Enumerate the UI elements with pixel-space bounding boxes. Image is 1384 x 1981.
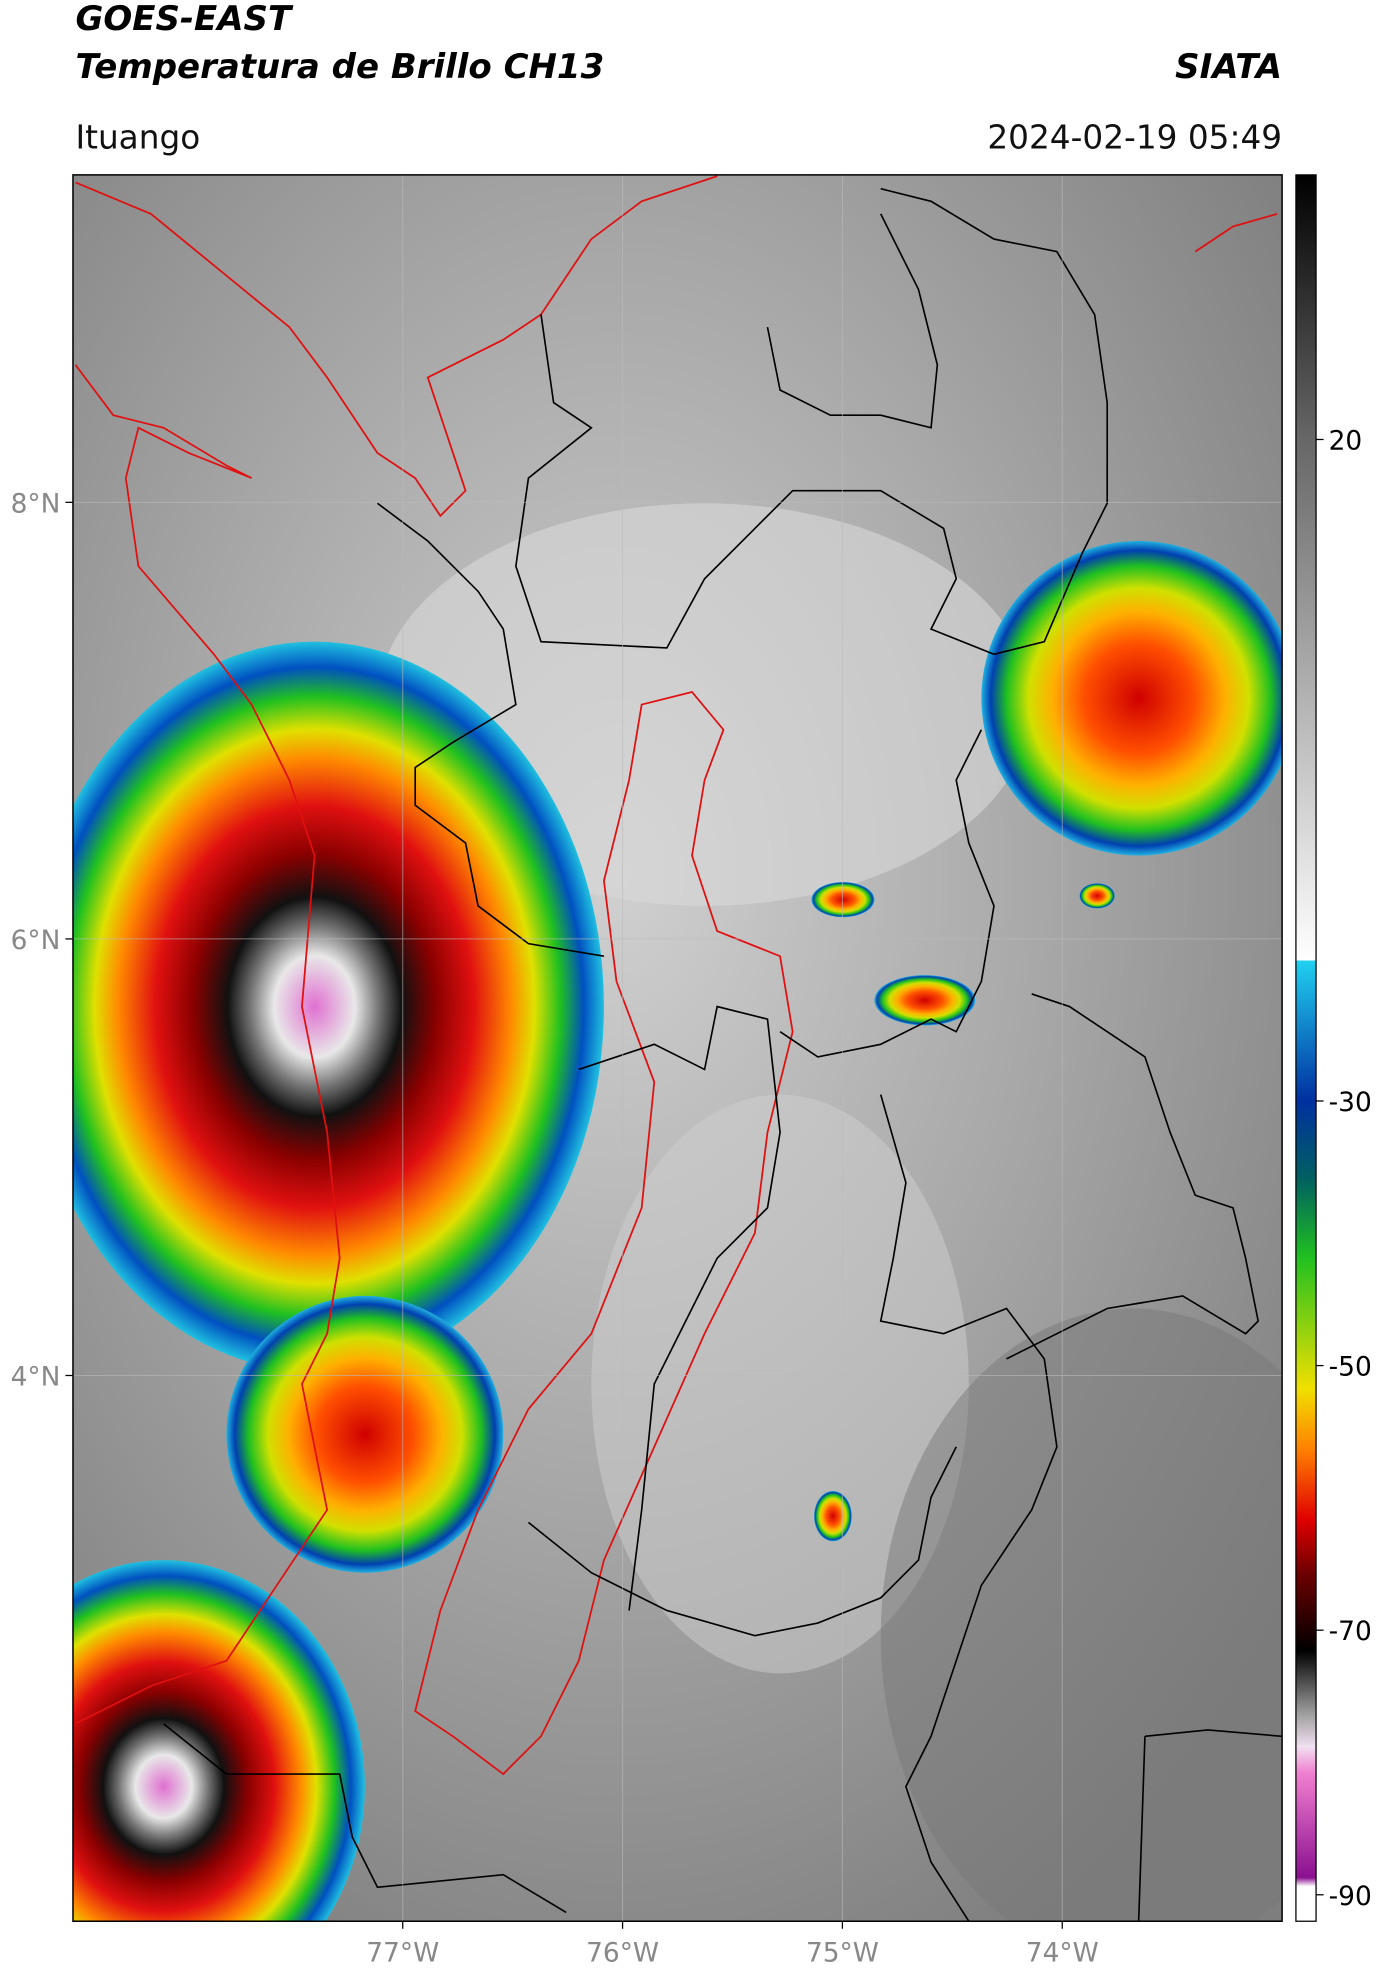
x-tick-label: 76°W xyxy=(586,1937,659,1968)
colorbar-tick-label: -30 xyxy=(1329,1087,1372,1118)
location: Ituango xyxy=(75,118,200,156)
satellite-image xyxy=(72,174,1283,1922)
ticks: 77°W 76°W 75°W 74°W 8°N 6°N 4°N 20 -30 -50 -70 -90 xyxy=(11,426,1372,1969)
agency: SIATA xyxy=(1175,47,1282,87)
colorbar-tick-label: -70 xyxy=(1329,1616,1372,1647)
y-tick-label: 6°N xyxy=(11,925,61,956)
title: GOES-EAST xyxy=(75,0,293,39)
colorbar-tick-label: 20 xyxy=(1329,426,1363,457)
y-tick-label: 8°N xyxy=(11,488,61,519)
x-tick-label: 75°W xyxy=(806,1937,879,1968)
y-tick-label: 4°N xyxy=(11,1362,61,1393)
grid xyxy=(72,174,1283,1922)
colorbar xyxy=(1295,174,1317,1922)
colorbar-tick-label: -90 xyxy=(1329,1881,1372,1912)
datetime: 2024-02-19 05:49 xyxy=(987,118,1282,156)
subtitle: Temperatura de Brillo CH13 xyxy=(75,47,604,87)
x-tick-label: 77°W xyxy=(366,1937,439,1968)
map-frame xyxy=(72,174,1283,1922)
colorbar-tick-label: -50 xyxy=(1329,1352,1372,1383)
x-tick-label: 74°W xyxy=(1026,1937,1099,1968)
